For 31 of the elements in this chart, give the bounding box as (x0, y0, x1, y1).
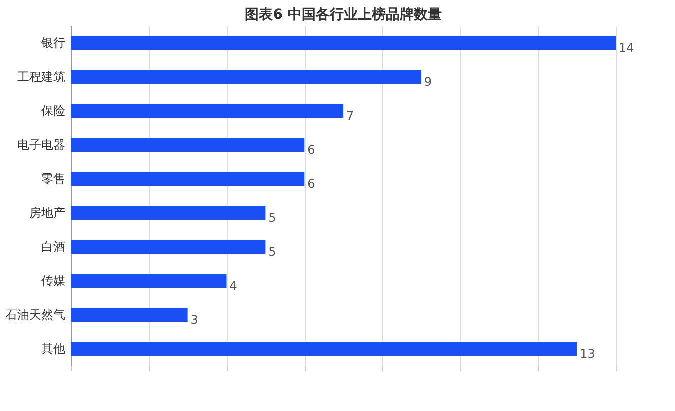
y-tick-label: 传媒 (42, 274, 66, 288)
y-tick-label: 石油天然气 (6, 308, 66, 322)
data-label: 6 (308, 143, 316, 157)
data-label: 13 (580, 347, 596, 361)
bar (71, 70, 422, 84)
bar (71, 308, 188, 322)
data-label: 14 (619, 41, 634, 55)
bar (71, 172, 305, 186)
data-label: 6 (308, 177, 316, 191)
data-label: 5 (268, 211, 276, 225)
data-label: 5 (268, 245, 276, 259)
y-tick-label: 工程建筑 (18, 70, 66, 84)
bar (71, 104, 344, 118)
data-label: 9 (424, 75, 432, 89)
y-tick-label: 白酒 (42, 240, 66, 254)
bar (71, 36, 616, 50)
y-tick-label: 其他 (42, 342, 66, 356)
y-tick-label: 银行 (40, 36, 66, 50)
bar (71, 206, 266, 220)
bar (71, 240, 266, 254)
data-label: 4 (230, 279, 238, 293)
y-tick-label: 电子电器 (18, 138, 66, 152)
y-tick-label: 零售 (42, 172, 66, 186)
bar (71, 342, 578, 356)
y-tick-label: 保险 (42, 104, 66, 118)
data-label: 3 (190, 313, 198, 327)
bar (71, 274, 227, 288)
data-label: 7 (346, 109, 354, 123)
chart-title: 图表6 中国各行业上榜品牌数量 (245, 6, 442, 23)
bar (71, 138, 305, 152)
y-tick-label: 房地产 (30, 206, 66, 220)
